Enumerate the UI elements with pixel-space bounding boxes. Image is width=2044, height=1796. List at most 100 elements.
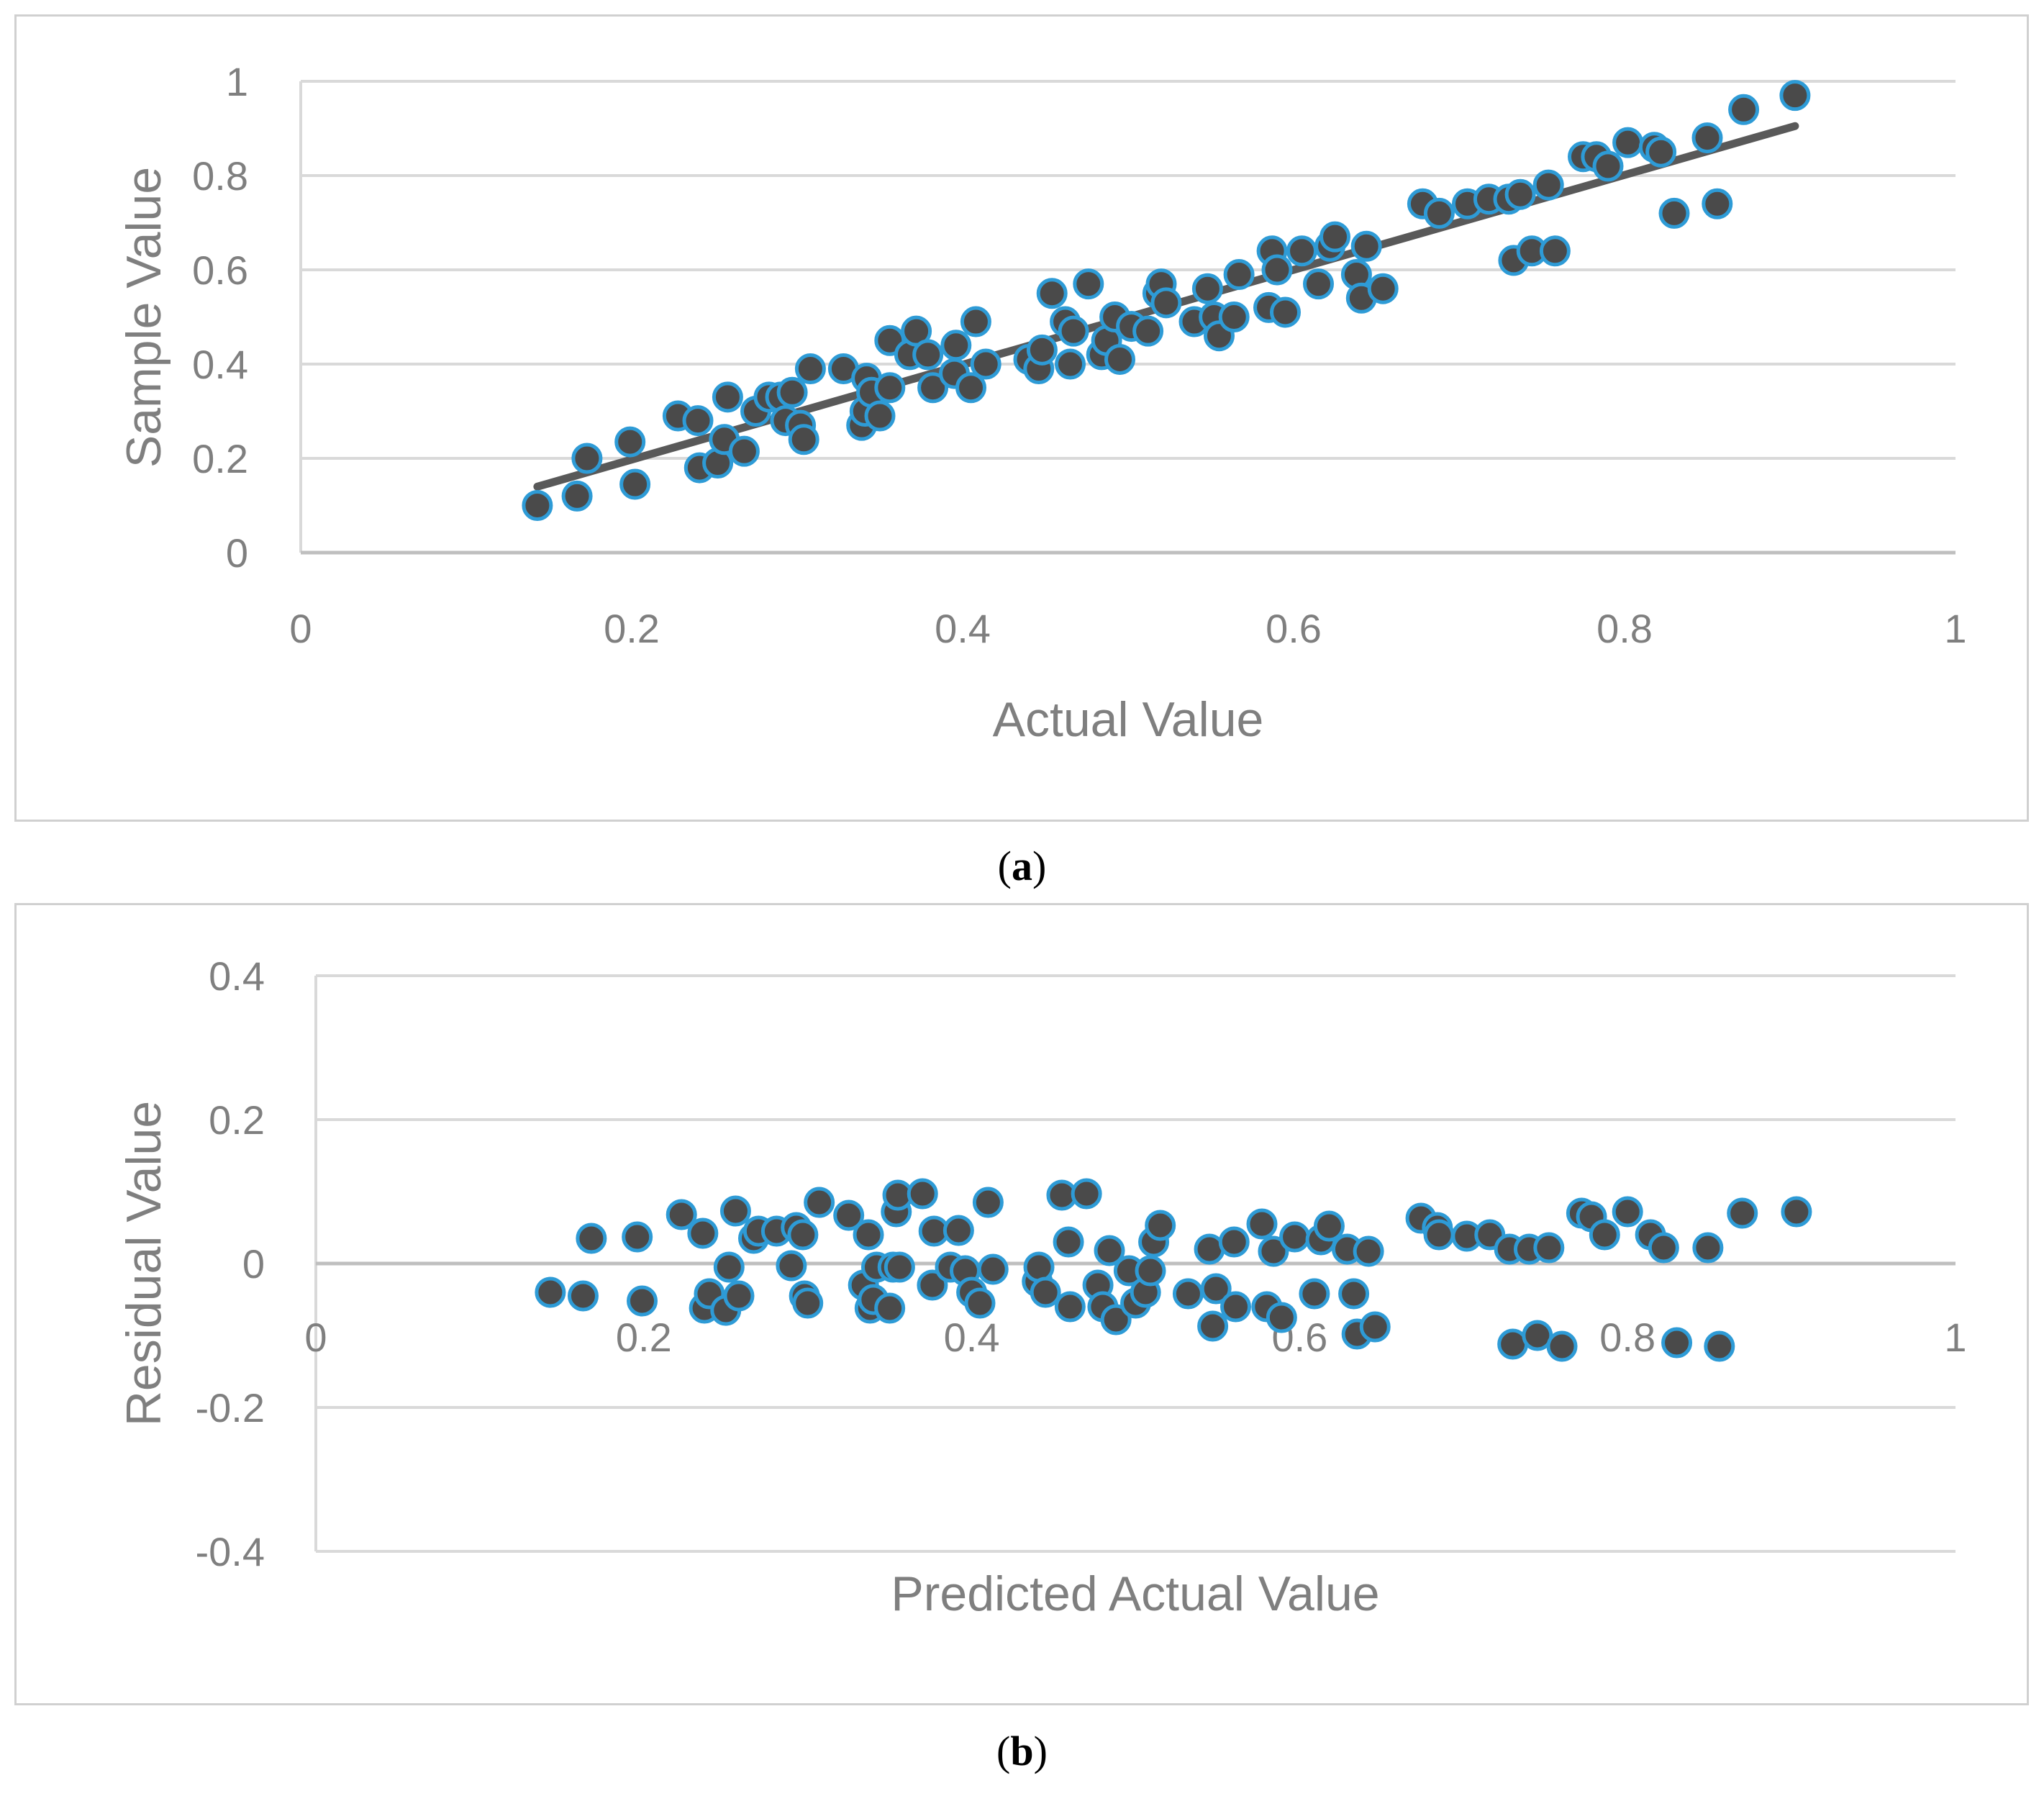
x-tick-label: 0.6: [1266, 606, 1322, 651]
data-point: [1691, 122, 1723, 154]
data-point: [1135, 1255, 1166, 1287]
data-point: [1779, 80, 1811, 112]
data-point: [1319, 221, 1350, 253]
data-point: [1026, 334, 1058, 366]
data-point: [1218, 1226, 1250, 1258]
data-point: [1286, 235, 1317, 267]
data-point: [972, 1187, 1004, 1218]
data-point: [712, 381, 743, 413]
data-point: [1197, 1310, 1229, 1342]
data-point: [567, 1280, 599, 1312]
data-point: [1704, 1330, 1735, 1362]
data-point: [1661, 1327, 1693, 1359]
y-tick-label: -0.4: [196, 1529, 265, 1574]
data-point: [907, 1178, 938, 1210]
y-tick-label: 0.2: [209, 1097, 265, 1143]
data-point: [1504, 178, 1536, 210]
data-point: [622, 1221, 653, 1253]
data-point: [874, 1292, 906, 1324]
data-point: [794, 353, 826, 385]
data-point: [1055, 348, 1086, 380]
data-point: [619, 468, 651, 500]
data-point: [1313, 1210, 1345, 1242]
y-tick-label: 1: [226, 59, 248, 104]
data-point: [1539, 235, 1571, 267]
data-point: [917, 372, 949, 404]
data-point: [1658, 197, 1690, 229]
data-point: [1303, 268, 1334, 300]
x-tick-label: 1: [1944, 606, 1966, 651]
data-point: [1692, 1232, 1724, 1264]
data-point: [955, 372, 986, 404]
data-point: [787, 1219, 819, 1251]
x-axis-title: Predicted Actual Value: [891, 1566, 1379, 1621]
y-tick-label: -0.2: [196, 1385, 265, 1430]
data-point: [1094, 1235, 1125, 1266]
data-point: [1350, 230, 1382, 262]
data-point: [1104, 343, 1135, 375]
data-point: [561, 480, 593, 512]
data-point: [1223, 259, 1255, 291]
data-point: [1338, 1278, 1370, 1310]
x-tick-label: 0.8: [1599, 1315, 1655, 1360]
data-point: [1592, 150, 1624, 182]
data-point: [884, 1251, 915, 1283]
data-point: [960, 306, 991, 337]
data-point: [1100, 1304, 1132, 1335]
x-tick-label: 0: [304, 1315, 327, 1360]
data-point: [723, 1280, 755, 1312]
data-point: [713, 1251, 745, 1283]
caption-b: (b): [996, 1728, 1048, 1774]
data-point: [776, 1250, 807, 1282]
data-point: [853, 1219, 884, 1251]
data-point: [627, 1285, 658, 1317]
x-tick-label: 0.8: [1596, 606, 1653, 651]
data-point: [687, 1217, 719, 1249]
data-point: [1702, 188, 1733, 219]
data-point: [571, 443, 603, 474]
x-tick-label: 0.4: [944, 1315, 1000, 1360]
data-point: [1532, 169, 1564, 201]
y-tick-label: 0.8: [192, 153, 248, 199]
data-point: [1423, 1219, 1455, 1251]
data-point: [1132, 315, 1164, 347]
y-axis-title: Sample Value: [117, 167, 171, 468]
x-tick-label: 1: [1944, 1315, 1966, 1360]
chart-a-frame: 0 0.2 0.4 0.6 0.8 1 0 0.2 0.4 0.6 0.8 1 Actual Value…: [14, 14, 2029, 822]
data-point: [788, 424, 819, 455]
caption-a: (a): [997, 843, 1047, 889]
data-point: [576, 1223, 607, 1254]
data-point: [1533, 1232, 1565, 1264]
data-point: [1612, 127, 1644, 158]
data-point: [1423, 197, 1455, 229]
data-point: [1266, 1302, 1297, 1333]
data-point: [1781, 1196, 1812, 1228]
data-point: [1261, 254, 1293, 286]
data-point: [1728, 94, 1760, 125]
data-point: [728, 435, 760, 467]
chart-a-plot: 0 0.2 0.4 0.6 0.8 1 0 0.2 0.4 0.6 0.8 1 Actual Value…: [117, 59, 1967, 747]
data-point: [940, 330, 972, 361]
chart-b-frame: -0.4 -0.2 0 0.2 0.4 0 0.2 0.4 0.6 0.8 1 Predicted A…: [14, 903, 2029, 1705]
data-point: [1145, 1210, 1176, 1241]
data-point: [666, 1199, 697, 1230]
data-point: [614, 426, 646, 458]
data-point: [1071, 1178, 1102, 1210]
data-point: [917, 1269, 948, 1301]
y-tick-label: 0.4: [209, 953, 265, 999]
data-point: [1220, 1291, 1252, 1323]
data-point: [970, 348, 1001, 380]
data-point: [1030, 1276, 1061, 1308]
data-point: [804, 1187, 835, 1218]
y-tick-label: 0.2: [192, 436, 248, 481]
data-point: [1054, 1291, 1086, 1323]
y-axis-title: Residual Value: [117, 1101, 171, 1426]
data-point: [1073, 268, 1104, 300]
data-point: [1645, 136, 1677, 168]
data-point: [1279, 1221, 1311, 1253]
x-tick-label: 0.2: [616, 1315, 672, 1360]
y-tick-label: 0: [226, 530, 248, 576]
data-point: [1270, 296, 1301, 328]
data-point: [792, 1287, 824, 1319]
data-point: [522, 490, 553, 521]
